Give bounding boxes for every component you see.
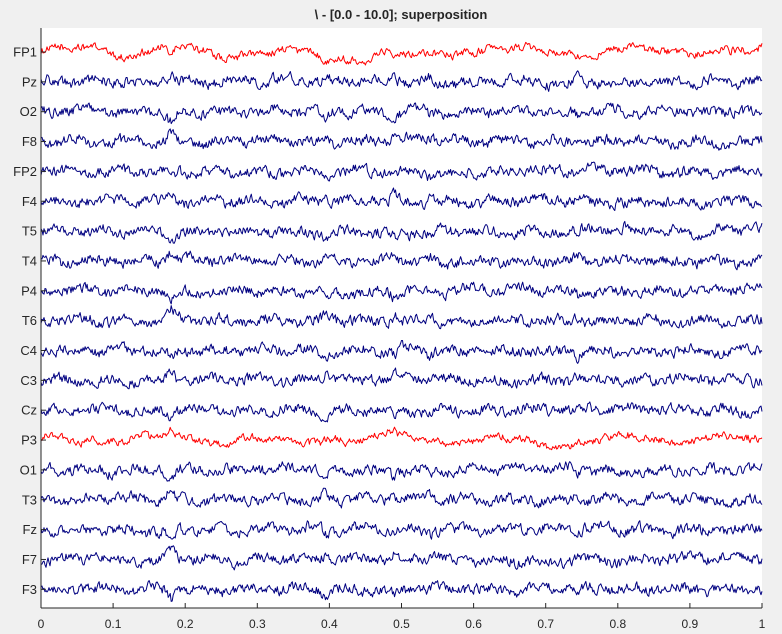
x-axis-ticks: 0 0.1 0.2 0.3 0.4 0.5 0.6 0.7 0.8 0.9 1 [38, 603, 766, 631]
eeg-trace-fp2 [40, 161, 763, 182]
eeg-trace-t5 [40, 220, 763, 244]
x-tick-label: 0.2 [177, 617, 194, 631]
x-tick-label: 0.9 [682, 617, 699, 631]
channel-label-f3: F3 [22, 582, 37, 597]
channel-label-t6: T6 [22, 313, 37, 328]
channel-labels: FP1 Pz O2 F8 FP2 F4 T5 T4 P4 T6 C4 C3 Cz P3 O1 T3 Fz F7 F3 [13, 45, 37, 597]
x-tick-label: 0.1 [105, 617, 122, 631]
eeg-trace-c4 [40, 340, 763, 364]
eeg-trace-f4 [40, 187, 763, 211]
channel-label-fz: Fz [23, 522, 37, 537]
eeg-trace-p4 [40, 281, 763, 305]
channel-label-f4: F4 [22, 194, 37, 209]
x-tick-label: 0.3 [249, 617, 266, 631]
eeg-trace-p3 [40, 426, 763, 451]
eeg-trace-c3 [40, 367, 763, 390]
x-tick-label: 0.4 [321, 617, 338, 631]
channel-label-o2: O2 [20, 104, 37, 119]
channel-label-t3: T3 [22, 492, 37, 507]
x-tick-label: 0 [38, 617, 45, 631]
channel-label-c4: C4 [20, 343, 37, 358]
channel-label-cz: Cz [21, 403, 37, 418]
eeg-trace-pz [40, 70, 763, 92]
channel-label-f7: F7 [22, 552, 37, 567]
eeg-trace-cz [40, 401, 763, 423]
eeg-trace-o1 [40, 461, 763, 482]
chart-title: \ - [0.0 - 10.0]; superposition [315, 7, 488, 22]
x-tick-label: 1 [759, 617, 766, 631]
eeg-trace-t6 [40, 305, 763, 330]
channel-label-fp2: FP2 [13, 164, 37, 179]
channel-label-t5: T5 [22, 224, 37, 239]
channel-label-p4: P4 [21, 283, 37, 298]
eeg-trace-t3 [40, 487, 763, 509]
eeg-trace-fp1 [40, 41, 763, 66]
x-tick-label: 0.7 [537, 617, 554, 631]
plot-area [41, 28, 762, 608]
channel-label-f8: F8 [22, 134, 37, 149]
channel-label-pz: Pz [22, 74, 37, 89]
channel-label-p3: P3 [21, 433, 37, 448]
channel-label-c3: C3 [20, 373, 37, 388]
eeg-trace-f8 [40, 128, 763, 151]
eeg-trace-fz [40, 520, 763, 540]
eeg-trace-f7 [40, 545, 763, 571]
eeg-trace-t4 [40, 250, 763, 271]
x-tick-label: 0.8 [609, 617, 626, 631]
eeg-traces [40, 41, 763, 602]
channel-label-t4: T4 [22, 253, 37, 268]
x-tick-label: 0.5 [393, 617, 410, 631]
x-tick-label: 0.6 [465, 617, 482, 631]
channel-label-fp1: FP1 [13, 45, 37, 60]
eeg-trace-f3 [40, 580, 763, 602]
eeg-trace-o2 [40, 102, 763, 125]
channel-label-o1: O1 [20, 462, 37, 477]
